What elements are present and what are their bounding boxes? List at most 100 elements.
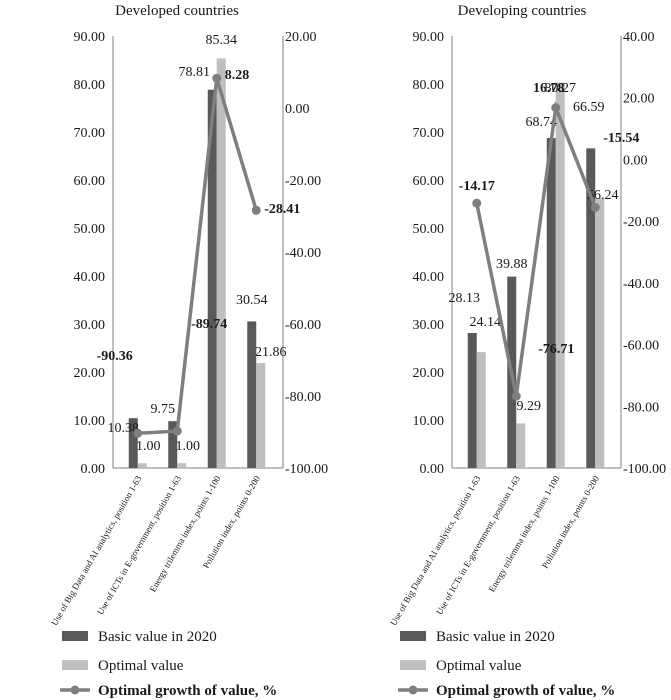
bar-basic-value [168,421,178,468]
legend-swatch-optimal [62,660,88,670]
bar-optimal-value [137,463,147,468]
right-axis-tick-label: -100.00 [285,462,328,477]
bar-optimal-value [256,363,266,468]
left-axis-tick-label: 40.00 [413,270,445,285]
legend-swatch-basic [62,631,88,641]
right-axis-tick-label: 40.00 [623,30,655,45]
right-axis-tick-label: -40.00 [623,277,659,292]
chart-title: Developed countries [115,3,239,19]
data-label-basic: 39.88 [496,257,528,272]
left-axis-tick-label: 50.00 [413,222,445,237]
data-label-basic: 28.13 [449,291,481,306]
data-label-growth: -76.71 [538,342,574,357]
data-label-growth: 16.78 [533,81,565,96]
bar-optimal-value [476,352,486,468]
legend-label-growth: Optimal growth of value, % [98,683,277,699]
bar-optimal-value [595,198,605,468]
legend-swatch-optimal [400,660,426,670]
left-axis-tick-label: 30.00 [413,318,445,333]
right-axis-tick-label: 20.00 [623,92,655,107]
legend-label-basic: Basic value in 2020 [98,629,217,645]
legend-label-growth: Optimal growth of value, % [436,683,615,699]
data-label-optimal: 9.29 [517,399,542,414]
bar-basic-value [128,418,138,468]
data-label-optimal: 56.24 [587,188,619,203]
left-axis-tick-label: 60.00 [74,174,106,189]
legend-label-optimal: Optimal value [98,658,184,674]
right-axis-tick-label: -100.00 [623,462,666,477]
data-label-basic: 68.74 [526,115,558,130]
bar-optimal-value [516,423,526,468]
right-axis-tick-label: -60.00 [285,318,321,333]
line-point-growth [133,428,143,438]
data-label-optimal: 80.27 [545,81,577,96]
left-axis-tick-label: 70.00 [413,126,445,141]
series-line-growth [475,100,597,397]
right-axis-tick-label: 20.00 [285,30,317,45]
data-label-growth: -89.74 [191,317,227,332]
chart-panel-developed: Developed countries 0.00 10.00 20.00 30.00 40… [49,3,328,699]
data-label-basic: 10.38 [108,421,140,436]
legend-swatch-basic [400,631,426,641]
bar-optimal-value [177,463,187,468]
data-label-optimal: 1.00 [136,439,161,454]
left-axis-tick-label: 20.00 [74,366,106,381]
bar-basic-value [546,138,556,468]
left-axis-tick-label: 40.00 [74,270,106,285]
data-label-optimal: 85.34 [206,33,238,48]
left-axis-tick-label: 90.00 [413,30,445,45]
right-axis-tick-label: -20.00 [623,215,659,230]
left-axis-tick-label: 30.00 [74,318,106,333]
data-label-optimal: 1.00 [176,439,201,454]
right-axis-tick-label: 0.00 [285,102,310,117]
left-axis-tick-label: 0.00 [420,462,445,477]
left-axis-tick-label: 10.00 [413,414,445,429]
chart-panel-developing: Developing countries 0.00 10.00 20.00 30.00 4… [388,3,666,699]
left-axis-tick-label: 90.00 [74,30,106,45]
bar-basic-value [247,321,257,468]
left-axis-tick-label: 80.00 [74,78,106,93]
left-axis-tick-label: 50.00 [74,222,106,237]
line-point-growth [472,198,482,208]
data-label-basic: 66.59 [573,100,605,115]
data-label-optimal: 24.14 [470,315,502,330]
data-label-basic: 78.81 [179,65,211,80]
category-tick-label: Use of ICTs in E-government, position 1-… [95,474,183,617]
data-label-growth: 8.28 [225,68,250,83]
data-label-growth: -15.54 [603,131,639,146]
bar-basic-value [207,89,217,468]
left-axis-tick-label: 20.00 [413,366,445,381]
data-label-basic: 9.75 [151,402,176,417]
left-axis-tick-label: 60.00 [413,174,445,189]
legend-label-optimal: Optimal value [436,658,522,674]
right-axis-tick-label: 0.00 [623,153,648,168]
legend-marker-growth [408,685,418,695]
left-axis-tick-label: 70.00 [74,126,106,141]
line-point-growth [511,391,521,401]
legend-marker-growth [70,685,80,695]
right-axis-tick-label: -80.00 [285,390,321,405]
category-tick-label: Use of ICTs in E-government, position 1-… [434,474,522,617]
legend-label-basic: Basic value in 2020 [436,629,555,645]
line-point-growth [251,205,261,215]
line-point-growth [551,103,561,113]
line-point-growth [212,73,222,83]
right-axis-tick-label: -60.00 [623,339,659,354]
bar-basic-value [586,148,596,469]
bar-optimal-value [555,82,565,468]
category-tick-label: Energy trilemma index, points 1-100 [148,474,223,594]
right-axis-tick-label: -20.00 [285,174,321,189]
series-line-growth [137,77,258,436]
right-axis-tick-label: -80.00 [623,400,659,415]
left-axis-tick-label: 10.00 [74,414,106,429]
data-label-basic: 30.54 [236,293,268,308]
line-point-growth [590,202,600,212]
data-label-growth: -14.17 [459,179,495,194]
left-axis-tick-label: 0.00 [81,462,106,477]
bar-basic-value [467,332,477,468]
chart-title: Developing countries [458,3,587,19]
left-axis-tick-label: 80.00 [413,78,445,93]
line-point-growth [172,426,182,436]
